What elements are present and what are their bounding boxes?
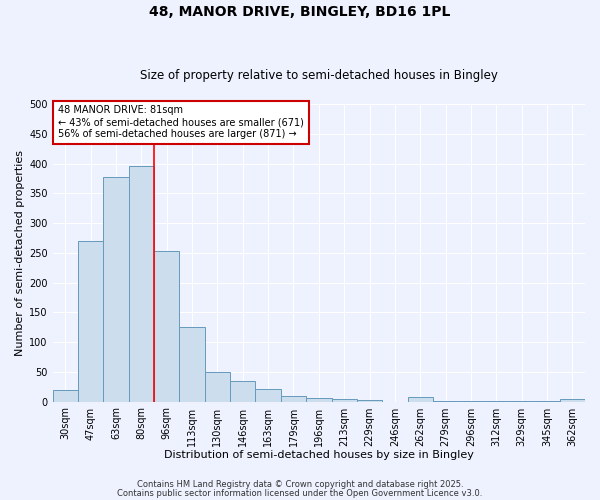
Bar [154,251,179,402]
Bar [560,398,585,402]
Text: Contains public sector information licensed under the Open Government Licence v3: Contains public sector information licen… [118,488,482,498]
Bar [357,400,382,402]
Bar [179,327,205,402]
Bar [332,398,357,402]
Bar [433,401,458,402]
Bar [230,381,256,402]
Bar [129,166,154,402]
Bar [205,372,230,402]
Text: Contains HM Land Registry data © Crown copyright and database right 2025.: Contains HM Land Registry data © Crown c… [137,480,463,489]
Bar [103,176,129,402]
Text: 48 MANOR DRIVE: 81sqm
← 43% of semi-detached houses are smaller (671)
56% of sem: 48 MANOR DRIVE: 81sqm ← 43% of semi-deta… [58,106,304,138]
Bar [306,398,332,402]
Y-axis label: Number of semi-detached properties: Number of semi-detached properties [15,150,25,356]
Text: 48, MANOR DRIVE, BINGLEY, BD16 1PL: 48, MANOR DRIVE, BINGLEY, BD16 1PL [149,5,451,19]
X-axis label: Distribution of semi-detached houses by size in Bingley: Distribution of semi-detached houses by … [164,450,474,460]
Bar [458,401,484,402]
Bar [53,390,78,402]
Bar [281,396,306,402]
Title: Size of property relative to semi-detached houses in Bingley: Size of property relative to semi-detach… [140,69,498,82]
Bar [484,401,509,402]
Bar [509,401,535,402]
Bar [535,401,560,402]
Bar [78,241,103,402]
Bar [256,388,281,402]
Bar [407,397,433,402]
